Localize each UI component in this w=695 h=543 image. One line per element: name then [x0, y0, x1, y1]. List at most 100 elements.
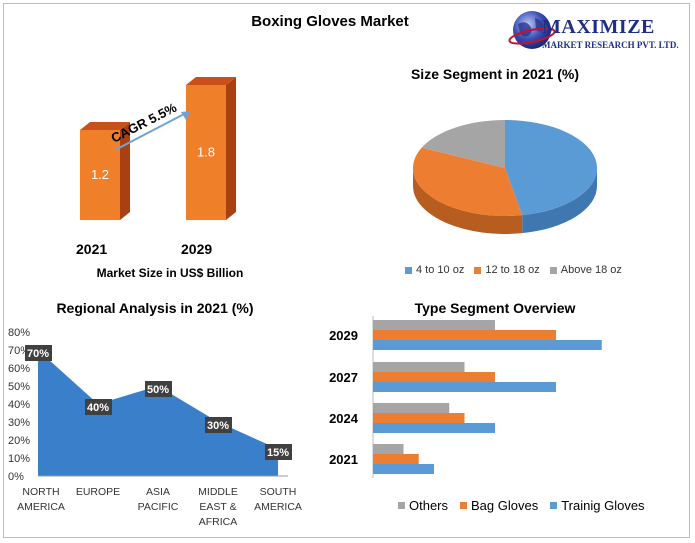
y-tick-label: 20% — [8, 435, 30, 447]
bar-others — [373, 362, 465, 372]
x-category-line: SOUTH — [260, 486, 297, 498]
y-tick-label: 0% — [8, 471, 24, 483]
x-category-line: PACIFIC — [138, 501, 179, 513]
y-category-label: 2021 — [329, 452, 358, 467]
data-label: 15% — [267, 447, 289, 459]
globe-icon — [508, 11, 556, 49]
data-label: 50% — [147, 384, 169, 396]
bar-top — [80, 122, 130, 130]
size-segment-pie — [413, 120, 597, 234]
bar-trainig-gloves — [373, 423, 495, 433]
pie-side — [522, 168, 597, 234]
legend-item-others: Others — [398, 498, 448, 513]
x-category-line: NORTH — [22, 486, 59, 498]
logo-name: MAXIMIZE — [542, 16, 655, 38]
logo-tagline: MARKET RESEARCH PVT. LTD. — [542, 40, 679, 50]
x-category-line: AMERICA — [17, 501, 65, 513]
legend-swatch — [549, 266, 557, 274]
x-category-label: SOUTH AMERICA — [254, 486, 302, 513]
x-category-label: EUROPE — [76, 486, 120, 498]
bar-year-2029: 2029 — [181, 241, 213, 257]
company-logo: MAXIMIZE MARKET RESEARCH PVT. LTD. — [508, 8, 688, 58]
bar-trainig-gloves — [373, 382, 556, 392]
data-label: 70% — [27, 348, 49, 360]
bar-trainig-gloves — [373, 340, 602, 350]
pie-slice — [505, 120, 597, 216]
type-segment-chart: 2029 2027 2024 2021 — [329, 316, 602, 478]
regional-title: Regional Analysis in 2021 (%) — [56, 300, 254, 316]
market-size-chart: 1.21.8 CAGR 5.5% — [80, 77, 236, 220]
legend-label: 12 to 18 oz — [485, 264, 540, 276]
legend-label: Above 18 oz — [560, 264, 622, 276]
main-title: Boxing Gloves Market — [251, 13, 409, 30]
bar-bag-gloves — [373, 372, 495, 382]
data-label-box — [25, 345, 52, 361]
legend-swatch — [405, 266, 412, 274]
bar-bag-gloves — [373, 454, 419, 464]
bar-others — [373, 403, 450, 413]
legend-swatch — [460, 502, 468, 509]
legend-label: Others — [409, 498, 449, 513]
bar-side — [226, 77, 236, 220]
pie-side — [413, 168, 523, 234]
data-label-box — [85, 399, 112, 415]
bar-others — [373, 444, 404, 454]
bar-value-label: 1.8 — [197, 145, 215, 160]
bar-bag-gloves — [373, 330, 556, 340]
y-tick-label: 80% — [8, 327, 30, 339]
x-category-label: ASIA PACIFIC — [138, 486, 179, 513]
data-label: 30% — [207, 420, 229, 432]
bar-top — [186, 77, 236, 85]
x-category-line: ASIA — [146, 486, 170, 498]
size-segment-title: Size Segment in 2021 (%) — [410, 66, 580, 82]
legend-item-12-18oz: 12 to 18 oz — [474, 264, 540, 276]
y-tick-label: 60% — [8, 363, 30, 375]
legend-label: Trainig Gloves — [561, 498, 645, 513]
data-label-box — [205, 417, 232, 433]
legend-label: 4 to 10 oz — [416, 264, 465, 276]
pie-slice — [413, 147, 523, 217]
x-category-line: EUROPE — [76, 486, 120, 498]
y-tick-label: 10% — [8, 453, 30, 465]
y-tick-label: 30% — [8, 417, 30, 429]
bar-others — [373, 320, 495, 330]
legend-item-4-10oz: 4 to 10 oz — [405, 264, 464, 276]
legend-label: Bag Gloves — [471, 498, 539, 513]
legend-item-training-gloves: Trainig Gloves — [550, 498, 645, 513]
cagr-arrow-head — [181, 111, 190, 120]
bar-bag-gloves — [373, 413, 465, 423]
data-label-box — [265, 444, 292, 460]
legend-swatch — [550, 502, 558, 509]
legend-item-above-18oz: Above 18 oz — [549, 264, 622, 276]
legend-swatch — [474, 266, 482, 274]
y-category-label: 2027 — [329, 370, 358, 385]
bar-year-2021: 2021 — [76, 241, 108, 257]
area-fill — [38, 350, 278, 476]
x-category-line: EAST & — [199, 501, 236, 513]
chart-frame — [3, 3, 690, 538]
y-tick-label: 70% — [8, 345, 30, 357]
type-legend: Others Bag Gloves Trainig Gloves — [398, 498, 688, 513]
cagr-arrow-line — [114, 111, 189, 151]
bar-front — [186, 85, 226, 220]
y-tick-label: 50% — [8, 381, 30, 393]
bar-value-label: 1.2 — [91, 167, 109, 182]
legend-swatch — [398, 502, 405, 509]
data-label: 40% — [87, 402, 109, 414]
x-category-label: NORTH AMERICA — [17, 486, 65, 513]
pie-slice — [421, 120, 505, 168]
market-size-caption: Market Size in US$ Billion — [96, 266, 244, 280]
legend-item-bag-gloves: Bag Gloves — [460, 498, 538, 513]
bar-trainig-gloves — [373, 464, 434, 474]
bar-front — [80, 130, 120, 220]
x-category-label: MIDDLE EAST & AFRICA — [198, 486, 238, 528]
type-segment-title: Type Segment Overview — [414, 300, 576, 316]
x-category-line: AMERICA — [254, 501, 302, 513]
y-category-label: 2024 — [329, 411, 359, 426]
regional-area-chart: 0% 10% 20% 30% 40% 50% 60% 70% 80% 70% 40% 50% 30% 15… — [8, 327, 302, 528]
x-category-line: MIDDLE — [198, 486, 238, 498]
pie-legend: 4 to 10 oz 12 to 18 oz Above 18 oz — [405, 264, 635, 276]
x-category-line: AFRICA — [199, 516, 238, 528]
data-label-box — [145, 381, 172, 397]
y-category-label: 2029 — [329, 328, 358, 343]
